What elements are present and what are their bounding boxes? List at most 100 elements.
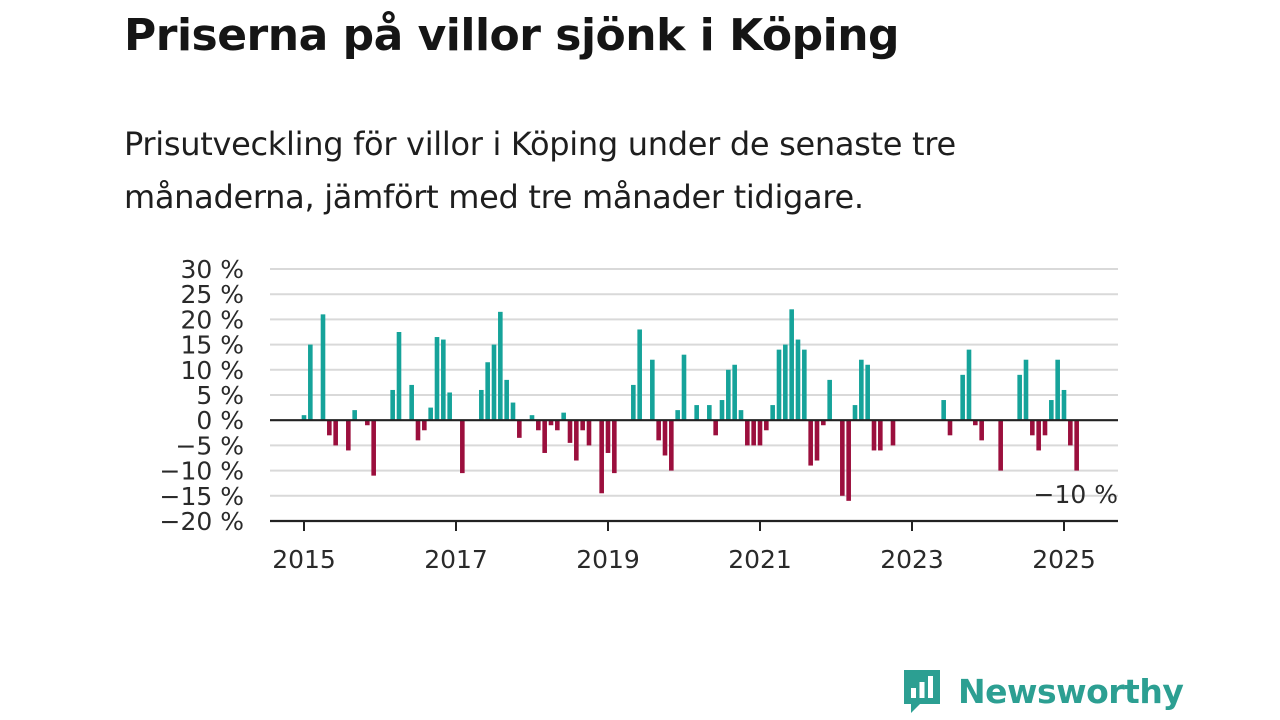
newsworthy-logo: Newsworthy	[902, 668, 1184, 714]
bar	[491, 344, 497, 421]
grid-lines	[270, 268, 1118, 497]
y-tick-label: 25 %	[180, 280, 244, 309]
bar	[757, 420, 763, 446]
bar	[808, 420, 813, 466]
bar	[846, 420, 851, 501]
bar	[1030, 420, 1035, 436]
chart-subtitle: Prisutveckling för villor i Köping under…	[124, 125, 956, 216]
bar	[789, 309, 794, 421]
bar	[586, 420, 592, 446]
bar	[510, 402, 516, 421]
bar	[662, 420, 668, 456]
bar	[561, 412, 566, 421]
logo-icon	[902, 668, 942, 714]
bar	[865, 364, 870, 421]
y-tick-label: 0 %	[196, 406, 244, 435]
bar	[669, 420, 674, 471]
y-tick-label: −15 %	[160, 482, 244, 511]
bar	[441, 339, 446, 421]
bar	[574, 420, 579, 461]
bar	[327, 420, 332, 436]
bar	[751, 420, 756, 446]
bar	[1042, 420, 1048, 436]
bar	[434, 337, 440, 421]
bar	[979, 420, 984, 441]
bar	[390, 389, 395, 421]
bar	[415, 420, 421, 441]
bar	[840, 420, 845, 496]
x-tick-label: 2015	[272, 545, 336, 574]
bar	[529, 415, 535, 421]
bar	[536, 420, 541, 431]
bar	[396, 332, 402, 421]
x-axis-ticks: 2015 2017 2019 2021 2023 2025	[272, 521, 1096, 574]
bar	[498, 311, 503, 421]
bar	[605, 420, 611, 453]
bar	[308, 344, 313, 421]
bar	[1074, 420, 1079, 471]
bar	[479, 389, 484, 421]
bar	[726, 369, 731, 421]
bar	[821, 420, 826, 426]
bar	[713, 420, 718, 436]
bar	[675, 410, 680, 421]
bar	[352, 410, 357, 421]
bar	[428, 407, 433, 421]
bar	[542, 420, 547, 453]
bar	[1023, 359, 1029, 421]
bar	[320, 314, 326, 421]
bar	[1036, 420, 1041, 451]
bar	[460, 420, 465, 474]
chart-title: Priserna på villor sjönk i Köping	[124, 10, 900, 61]
y-tick-label: −5 %	[175, 431, 244, 460]
bar	[783, 344, 788, 421]
y-tick-label: 5 %	[196, 381, 244, 410]
bar	[966, 349, 972, 421]
bar	[814, 420, 820, 461]
y-axis-ticks: 30 %25 %20 %15 %10 %5 %0 %−5 %−10 %−15 %…	[160, 255, 244, 536]
bar	[365, 420, 370, 426]
bar	[681, 354, 687, 421]
logo-text: Newsworthy	[958, 671, 1184, 711]
bar	[738, 410, 744, 421]
bar	[333, 420, 338, 446]
bar	[612, 420, 617, 474]
y-tick-label: 15 %	[180, 331, 244, 360]
bar	[802, 349, 807, 421]
bar	[1017, 374, 1022, 421]
bar	[555, 420, 560, 431]
bar	[631, 384, 636, 421]
bar	[770, 405, 775, 421]
bar	[795, 339, 801, 421]
bar	[776, 349, 782, 421]
y-tick-label: −20 %	[160, 507, 244, 536]
bar	[852, 405, 858, 421]
bar	[656, 420, 661, 441]
bar	[973, 420, 978, 426]
y-tick-label: 30 %	[180, 255, 244, 284]
bar	[409, 384, 414, 421]
y-tick-label: −10 %	[160, 457, 244, 486]
bar	[548, 420, 554, 426]
bar	[764, 420, 769, 431]
bar	[371, 420, 376, 476]
bar	[580, 420, 585, 431]
bar	[745, 420, 750, 446]
x-tick-label: 2025	[1032, 545, 1096, 574]
bar	[567, 420, 573, 443]
bar	[719, 400, 725, 421]
bar	[301, 415, 307, 421]
bar	[485, 362, 490, 421]
bar	[447, 392, 452, 421]
bar	[941, 400, 946, 421]
x-tick-label: 2017	[424, 545, 488, 574]
bar	[1068, 420, 1073, 446]
x-tick-label: 2019	[576, 545, 640, 574]
bar	[960, 374, 965, 421]
bar	[650, 359, 655, 421]
bar	[1049, 400, 1054, 421]
bar	[707, 405, 712, 421]
bar	[998, 420, 1003, 471]
bar	[878, 420, 883, 451]
